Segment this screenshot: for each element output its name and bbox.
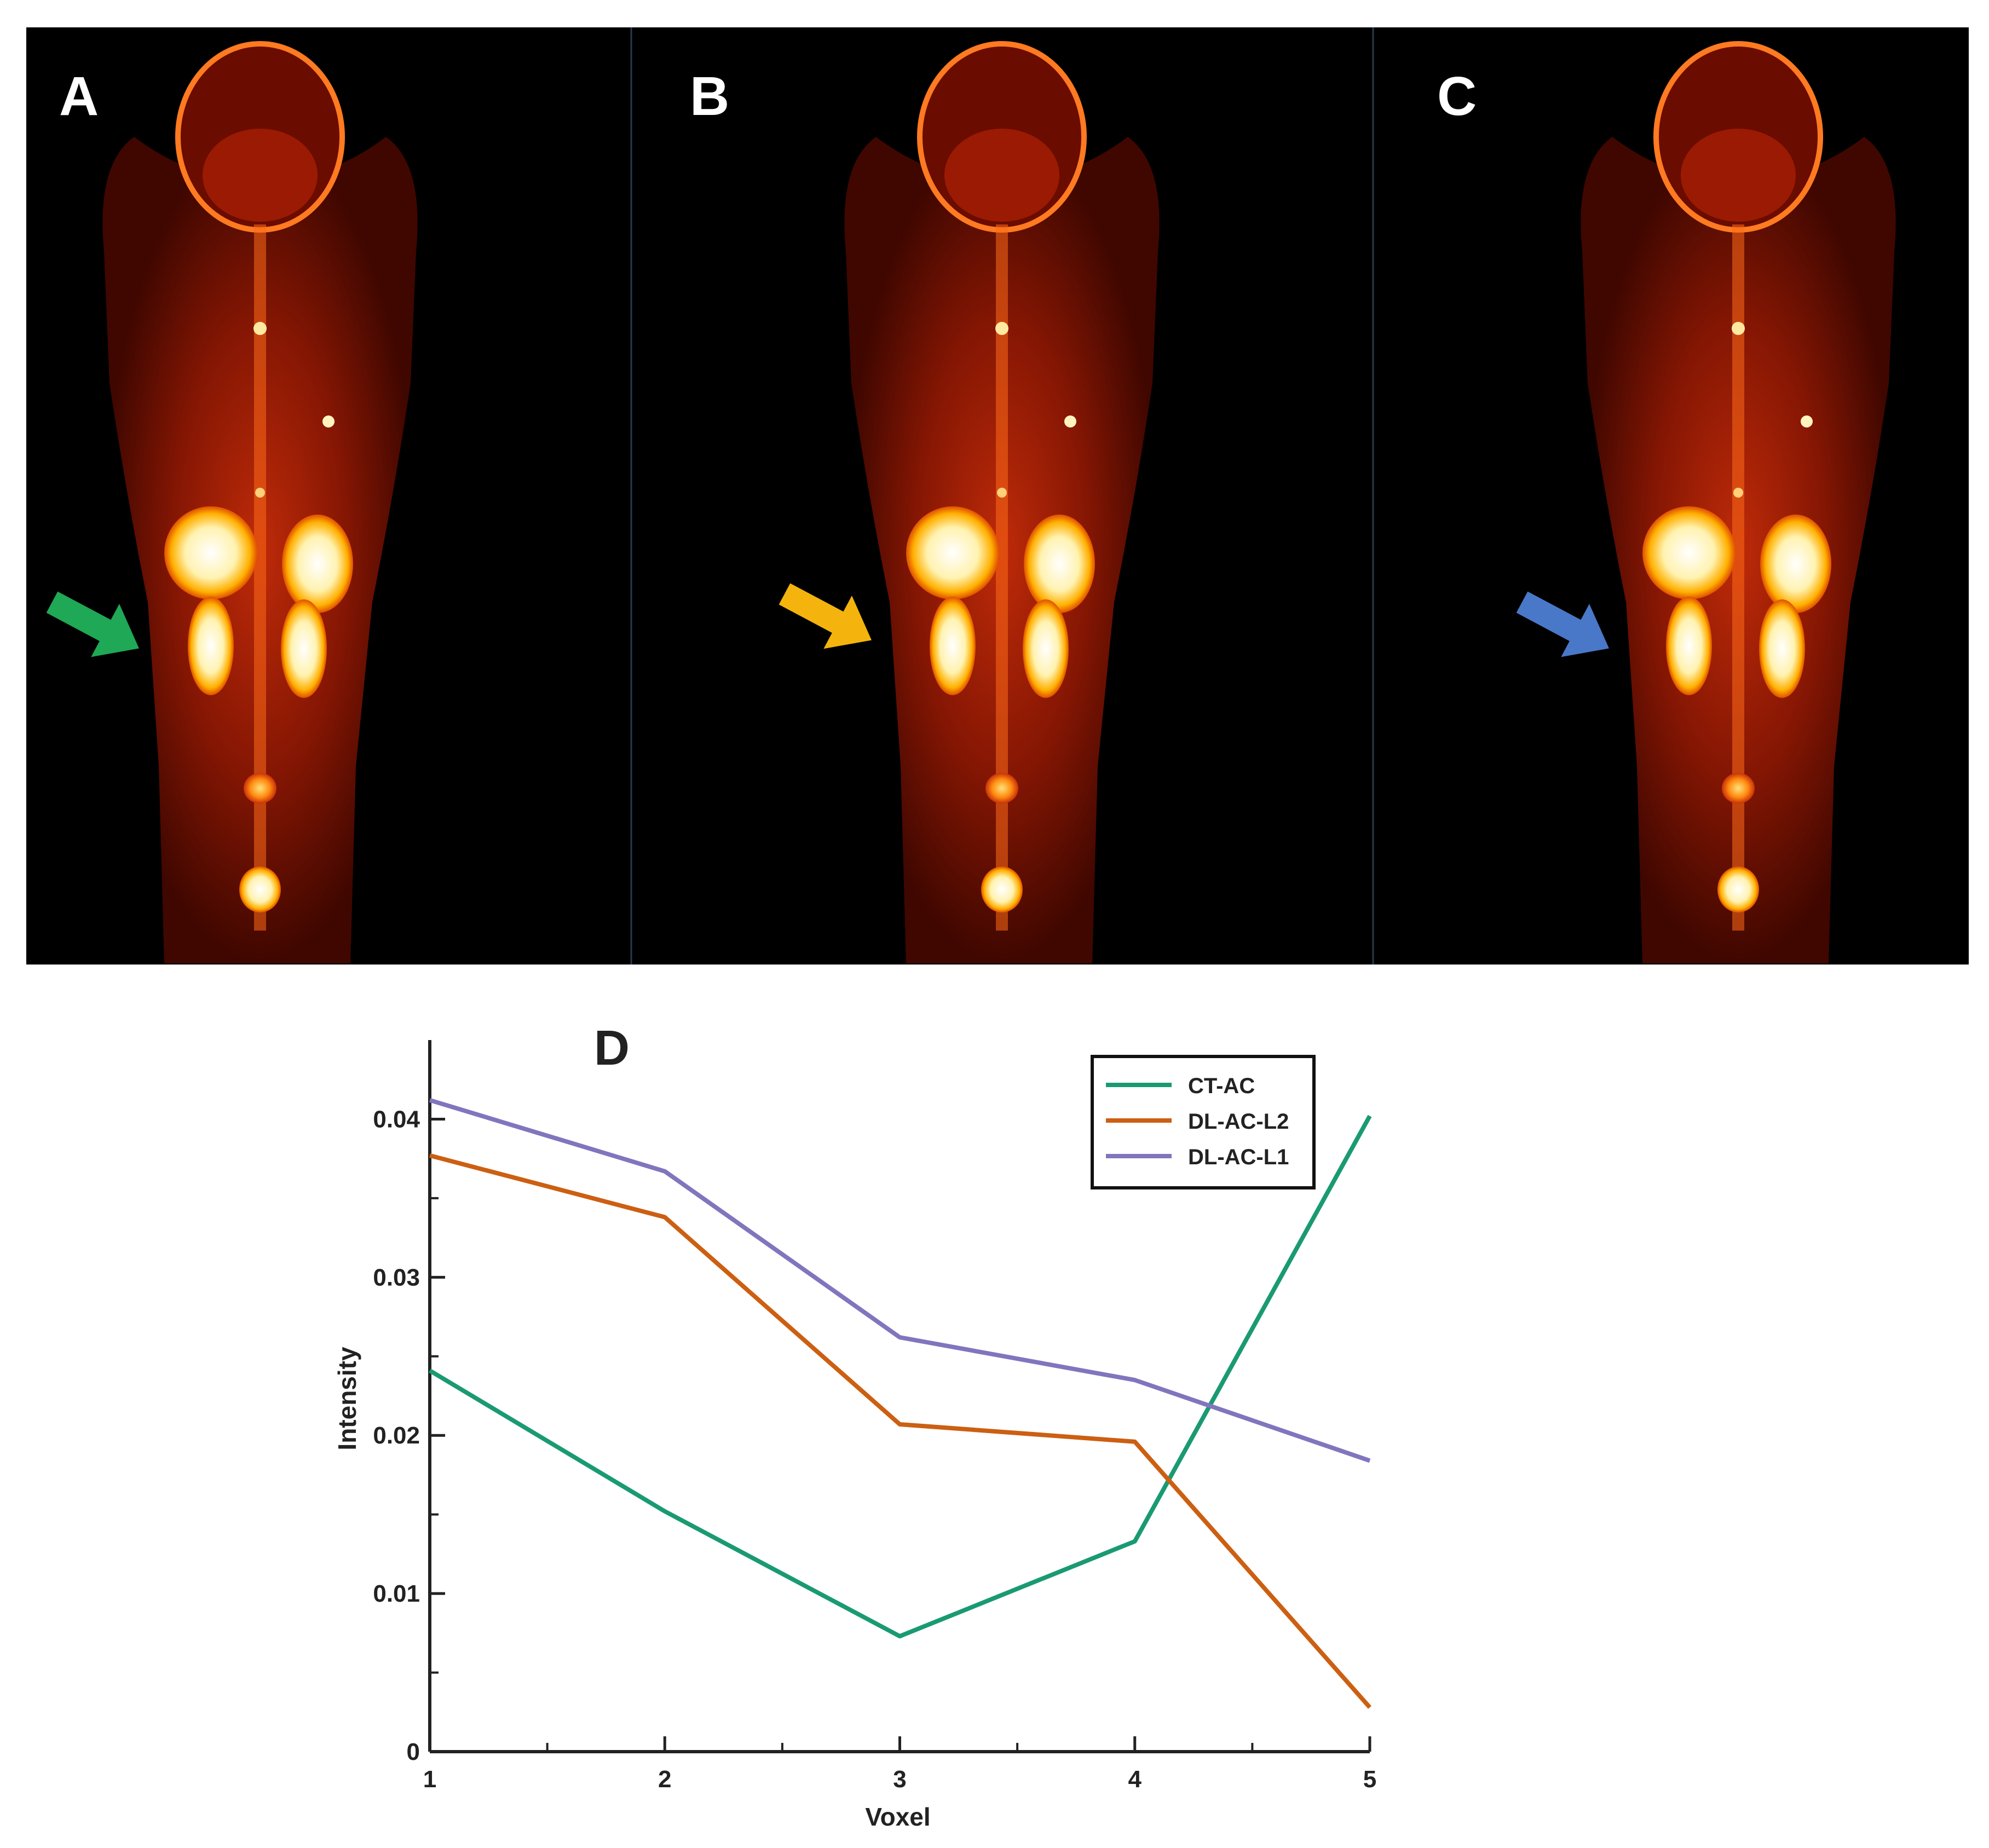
panel-a-label: A <box>59 66 99 127</box>
panel-c-label: C <box>1437 66 1477 127</box>
y-tick-label: 0.02 <box>373 1422 420 1449</box>
panel-d-label: D <box>594 1021 630 1076</box>
y-axis-label: Intensity <box>333 1347 361 1451</box>
y-tick-label: 0.01 <box>373 1580 420 1607</box>
legend-label-dl-ac-l1: DL-AC-L1 <box>1188 1145 1289 1169</box>
series-line-ct-ac <box>428 1114 1372 1639</box>
pet-panels: A B C <box>26 27 1969 974</box>
legend-label-ct-ac: CT-AC <box>1188 1074 1255 1098</box>
y-tick-label: 0 <box>407 1739 420 1765</box>
series-line-dl-ac-l2 <box>429 1153 1371 1709</box>
x-tick-label: 2 <box>658 1766 671 1793</box>
x-tick-label: 1 <box>423 1766 436 1793</box>
panel-c: C <box>1437 44 1896 963</box>
panel-b: B <box>690 44 1160 963</box>
y-tick-label: 0.04 <box>373 1106 420 1133</box>
legend-label-dl-ac-l2: DL-AC-L2 <box>1188 1110 1289 1134</box>
series-line-dl-ac-l1 <box>429 1098 1371 1463</box>
x-tick-label: 3 <box>893 1766 906 1793</box>
y-tick-label: 0.03 <box>373 1264 420 1291</box>
panel-b-label: B <box>690 66 729 127</box>
x-axis-label: Voxel <box>865 1803 930 1831</box>
x-tick-label: 5 <box>1363 1766 1376 1793</box>
legend: CT-AC DL-AC-L2 DL-AC-L1 <box>1091 1055 1316 1189</box>
panel-a: A <box>38 44 417 963</box>
x-tick-label: 4 <box>1128 1766 1142 1793</box>
